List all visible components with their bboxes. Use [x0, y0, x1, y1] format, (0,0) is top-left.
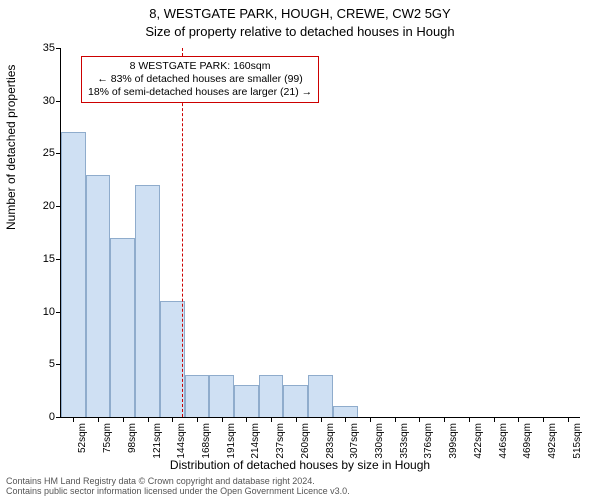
x-tick-label: 214sqm [250, 423, 261, 459]
x-tick-mark [246, 417, 247, 422]
histogram-bar [160, 301, 185, 417]
x-tick-mark [518, 417, 519, 422]
chart-title-line2: Size of property relative to detached ho… [0, 24, 600, 39]
x-tick-mark [469, 417, 470, 422]
x-tick-mark [370, 417, 371, 422]
histogram-bar [234, 385, 259, 417]
histogram-bar [259, 375, 284, 417]
y-axis-label: Number of detached properties [4, 65, 18, 230]
x-tick-mark [419, 417, 420, 422]
x-tick-label: 353sqm [399, 423, 410, 459]
x-tick-label: 492sqm [547, 423, 558, 459]
x-tick-mark [172, 417, 173, 422]
x-tick-mark [73, 417, 74, 422]
annotation-line3: 18% of semi-detached houses are larger (… [88, 86, 312, 99]
x-tick-label: 191sqm [226, 423, 237, 459]
x-tick-mark [148, 417, 149, 422]
x-tick-label: 75sqm [102, 423, 113, 453]
x-tick-mark [568, 417, 569, 422]
histogram-bar [86, 175, 111, 417]
x-tick-label: 168sqm [201, 423, 212, 459]
y-tick-mark [56, 48, 61, 49]
x-tick-mark [222, 417, 223, 422]
y-tick-mark [56, 417, 61, 418]
histogram-bar [135, 185, 160, 417]
x-tick-label: 52sqm [77, 423, 88, 453]
x-tick-label: 260sqm [300, 423, 311, 459]
annotation-line1: 8 WESTGATE PARK: 160sqm [88, 60, 312, 73]
x-tick-label: 422sqm [473, 423, 484, 459]
x-tick-label: 469sqm [522, 423, 533, 459]
histogram-bar [283, 385, 308, 417]
x-tick-label: 376sqm [423, 423, 434, 459]
x-tick-mark [395, 417, 396, 422]
histogram-bar [308, 375, 333, 417]
x-tick-mark [123, 417, 124, 422]
x-tick-label: 121sqm [152, 423, 163, 459]
x-tick-label: 515sqm [572, 423, 583, 459]
x-tick-mark [197, 417, 198, 422]
x-tick-mark [296, 417, 297, 422]
annotation-line2: ← 83% of detached houses are smaller (99… [88, 73, 312, 86]
histogram-bar [110, 238, 135, 417]
histogram-bar [61, 132, 86, 417]
chart-footer: Contains HM Land Registry data © Crown c… [6, 477, 350, 497]
x-tick-label: 446sqm [498, 423, 509, 459]
histogram-bar [185, 375, 210, 417]
chart-title-line1: 8, WESTGATE PARK, HOUGH, CREWE, CW2 5GY [0, 6, 600, 21]
x-tick-label: 330sqm [374, 423, 385, 459]
plot-area: 0510152025303552sqm75sqm98sqm121sqm144sq… [60, 48, 580, 418]
x-tick-label: 98sqm [127, 423, 138, 453]
annotation-box: 8 WESTGATE PARK: 160sqm← 83% of detached… [81, 56, 319, 103]
x-tick-label: 307sqm [349, 423, 360, 459]
chart-container: 8, WESTGATE PARK, HOUGH, CREWE, CW2 5GY … [0, 0, 600, 500]
x-tick-mark [345, 417, 346, 422]
x-tick-mark [98, 417, 99, 422]
x-tick-mark [271, 417, 272, 422]
x-tick-mark [444, 417, 445, 422]
x-tick-mark [321, 417, 322, 422]
histogram-bar [333, 406, 358, 417]
x-tick-label: 237sqm [275, 423, 286, 459]
x-tick-mark [494, 417, 495, 422]
y-tick-mark [56, 101, 61, 102]
x-tick-mark [543, 417, 544, 422]
histogram-bar [209, 375, 234, 417]
x-axis-label: Distribution of detached houses by size … [0, 458, 600, 472]
x-tick-label: 283sqm [325, 423, 336, 459]
x-tick-label: 399sqm [448, 423, 459, 459]
footer-line2: Contains public sector information licen… [6, 487, 350, 497]
x-tick-label: 144sqm [176, 423, 187, 459]
